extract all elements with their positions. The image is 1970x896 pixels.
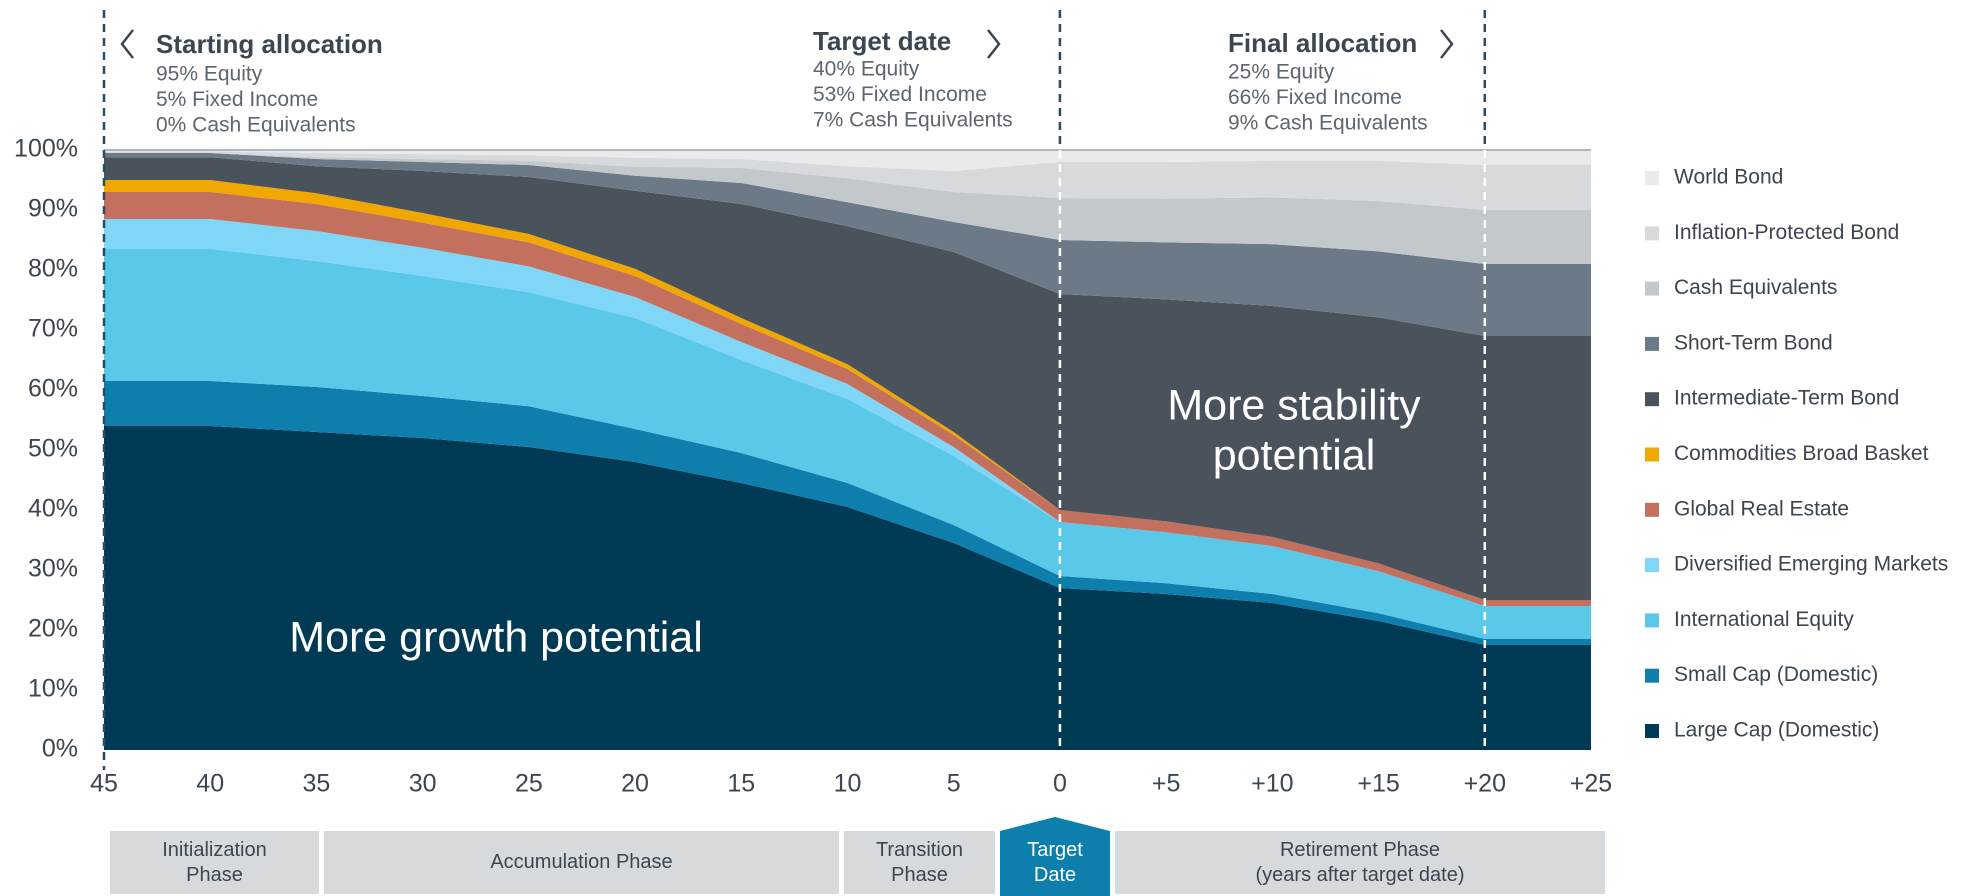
legend-swatch [1645, 392, 1659, 407]
y-tick-label: 20% [28, 615, 78, 643]
target-date-badge [1000, 817, 1110, 896]
legend-label: Large Cap (Domestic) [1674, 719, 1879, 742]
x-tick-label: 30 [409, 770, 437, 798]
x-tick-label: 20 [621, 770, 649, 798]
legend-swatch [1645, 171, 1659, 185]
legend-label: Intermediate-Term Bond [1674, 387, 1899, 410]
legend-swatch [1645, 336, 1659, 351]
legend-label: Short-Term Bond [1674, 331, 1833, 354]
phase-label: Target [1027, 838, 1083, 861]
legend-swatch [1645, 668, 1659, 683]
legend-label: International Equity [1674, 608, 1854, 631]
phase: Accumulation Phase [324, 831, 839, 894]
legend-label: Global Real Estate [1674, 497, 1849, 520]
area [104, 153, 1591, 264]
area [104, 249, 1591, 639]
panel-line: 5% Fixed Income [156, 88, 318, 111]
panel-line: 95% Equity [156, 63, 263, 86]
phase-label: Accumulation Phase [490, 851, 673, 873]
chevron-right [1440, 29, 1454, 59]
phase-label: Retirement Phase [1279, 838, 1441, 861]
phase: Transition Phase [844, 831, 995, 894]
x-tick-label: +5 [1152, 770, 1181, 798]
x-tick-label: 45 [90, 770, 118, 798]
x-tick-label: 25 [515, 770, 543, 798]
phase-label: Initialization [162, 838, 267, 861]
y-tick-label: 80% [28, 255, 78, 283]
panel-line: 53% Fixed Income [813, 83, 987, 106]
area [104, 381, 1591, 645]
panel-title: Starting allocation [156, 29, 383, 59]
x-tick-label: 40 [196, 770, 224, 798]
y-tick-label: 0% [42, 735, 78, 763]
panel-title: Target date [813, 26, 951, 56]
x-tick-label: 10 [834, 770, 862, 798]
phase: Retirement Phase (years after target date… [1115, 831, 1605, 894]
panel-line: 25% Equity [1228, 61, 1335, 84]
x-tick-label: 35 [303, 770, 331, 798]
legend-swatch [1645, 226, 1659, 241]
legend-label: Small Cap (Domestic) [1674, 663, 1878, 686]
legend-swatch [1645, 724, 1659, 738]
x-tick-label: 5 [947, 770, 961, 798]
annotation: potential [1213, 431, 1376, 479]
panel-line: 66% Fixed Income [1228, 86, 1402, 109]
phase-label: (years after target date) [1255, 863, 1465, 886]
legend-label: Inflation-Protected Bond [1674, 221, 1899, 244]
legend-swatch [1645, 281, 1659, 296]
y-tick-label: 30% [28, 555, 78, 583]
legend-swatch [1645, 447, 1659, 462]
legend-swatch [1645, 613, 1659, 628]
panel-line: 40% Equity [813, 58, 920, 81]
y-tick-label: 60% [28, 375, 78, 403]
y-tick-label: 100% [14, 135, 78, 163]
x-tick-label: +20 [1464, 770, 1506, 798]
legend-swatch [1645, 502, 1659, 517]
phase-label: Phase [186, 863, 243, 886]
phase: Initialization Phase [110, 831, 319, 894]
phase-label: Date [1033, 863, 1077, 886]
phase-label: Phase [891, 863, 948, 886]
legend-label: Diversified Emerging Markets [1674, 553, 1948, 576]
area [104, 151, 1591, 210]
x-tick-label: +10 [1251, 770, 1293, 798]
area [104, 157, 1591, 600]
panel-line: 9% Cash Equivalents [1228, 112, 1428, 135]
area [104, 426, 1591, 750]
annotation: More growth potential [289, 613, 703, 661]
chevron-left [120, 29, 134, 59]
y-tick-label: 10% [28, 675, 78, 703]
x-tick-label: +15 [1357, 770, 1399, 798]
x-tick-label: 0 [1053, 770, 1067, 798]
y-tick-label: 90% [28, 195, 78, 223]
y-tick-label: 40% [28, 495, 78, 523]
legend-label: World Bond [1674, 166, 1783, 189]
y-tick-label: 70% [28, 315, 78, 343]
y-tick-label: 50% [28, 435, 78, 463]
x-tick-label: +25 [1570, 770, 1612, 798]
area [104, 150, 1591, 171]
panel-line: 7% Cash Equivalents [813, 109, 1013, 132]
chevron-right [987, 29, 1001, 59]
phase: Target Date [1000, 831, 1110, 894]
area [104, 153, 1591, 336]
legend-label: Cash Equivalents [1674, 276, 1837, 299]
plot-area [104, 150, 1591, 750]
legend-swatch [1645, 558, 1659, 573]
x-tick-label: 15 [727, 770, 755, 798]
panel-title: Final allocation [1228, 28, 1417, 58]
phase-label: Transition [875, 838, 964, 861]
annotation: More stability [1167, 381, 1421, 429]
panel-line: 0% Cash Equivalents [156, 114, 356, 137]
legend-label: Commodities Broad Basket [1674, 442, 1929, 465]
